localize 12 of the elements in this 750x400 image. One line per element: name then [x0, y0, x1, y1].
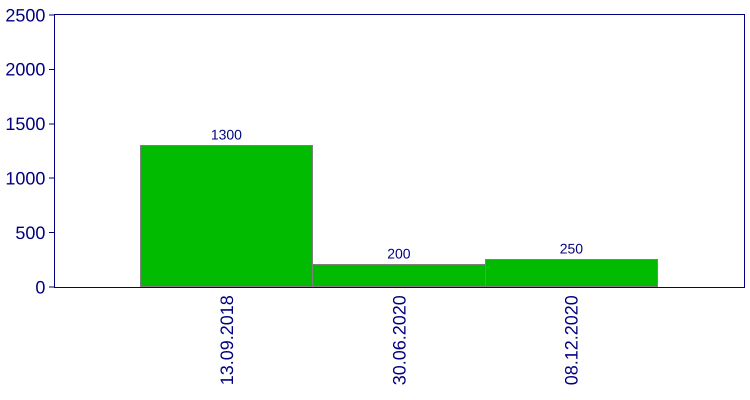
- x-tick-label: 30.06.2020: [389, 295, 410, 386]
- data-label: 1300: [210, 126, 242, 142]
- y-tick-label: 2000: [5, 60, 46, 80]
- data-label: 200: [387, 246, 411, 262]
- y-tick-label: 0: [35, 277, 46, 298]
- data-label: 250: [560, 240, 584, 256]
- y-tick-label: 500: [15, 222, 46, 243]
- y-tick-label: 2500: [5, 5, 46, 26]
- y-tick-label: 1000: [5, 168, 46, 188]
- x-tick-label: 13.09.2018: [217, 295, 238, 386]
- y-tick-label: 1500: [5, 114, 46, 134]
- x-tick-label: 08.12.2020: [562, 295, 582, 386]
